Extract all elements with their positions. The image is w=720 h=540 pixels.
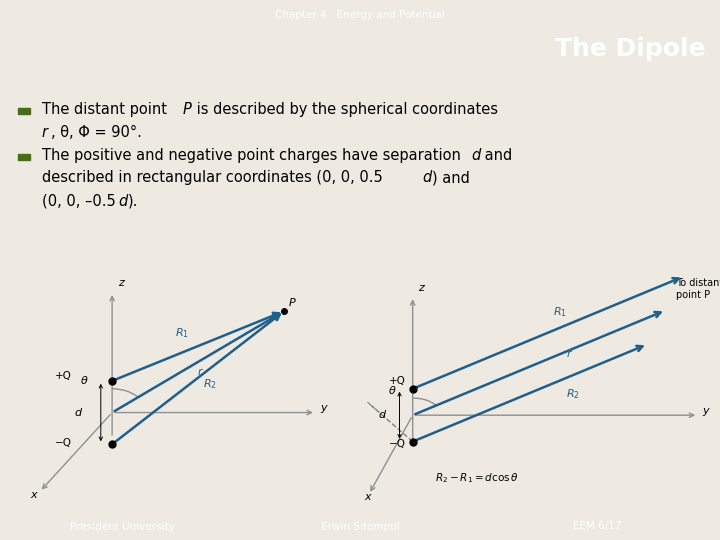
- Text: ).: ).: [128, 194, 138, 208]
- Text: The positive and negative point charges have separation: The positive and negative point charges …: [42, 148, 465, 163]
- Text: The distant point: The distant point: [42, 102, 171, 117]
- Text: is described by the spherical coordinates: is described by the spherical coordinate…: [192, 102, 498, 117]
- Text: and: and: [480, 148, 513, 163]
- Text: P: P: [183, 102, 192, 117]
- Text: y: y: [320, 403, 327, 413]
- Text: $R_1$: $R_1$: [176, 327, 189, 340]
- Text: Erwin Sitompul: Erwin Sitompul: [320, 522, 400, 531]
- Text: θ: θ: [389, 386, 395, 396]
- Text: EEM 6/17: EEM 6/17: [573, 522, 622, 531]
- Text: $R_2$: $R_2$: [567, 387, 580, 401]
- Text: y: y: [703, 406, 709, 416]
- Text: r: r: [567, 349, 571, 359]
- Text: d: d: [119, 194, 128, 208]
- Text: −Q: −Q: [389, 439, 406, 449]
- Text: d: d: [471, 148, 480, 163]
- Text: To distant
point P: To distant point P: [676, 278, 720, 300]
- Text: d: d: [75, 408, 82, 417]
- Text: (0, 0, –0.5: (0, 0, –0.5: [42, 194, 115, 208]
- Bar: [18, 109, 30, 114]
- Text: , θ, Φ = 90°.: , θ, Φ = 90°.: [51, 125, 142, 140]
- Text: x: x: [31, 490, 37, 500]
- Text: President University: President University: [70, 522, 175, 531]
- Text: x: x: [364, 492, 371, 502]
- Text: d: d: [379, 410, 385, 420]
- Text: $R_2$: $R_2$: [202, 377, 217, 391]
- Text: r: r: [198, 367, 203, 376]
- Text: +Q: +Q: [55, 372, 71, 381]
- Text: θ: θ: [81, 376, 87, 386]
- Text: d: d: [423, 171, 432, 185]
- Text: P: P: [289, 299, 295, 308]
- Text: ) and: ) and: [432, 171, 470, 185]
- Text: $R_2 - R_1 = d\cos\theta$: $R_2 - R_1 = d\cos\theta$: [435, 471, 518, 485]
- Text: described in rectangular coordinates (0, 0, 0.5: described in rectangular coordinates (0,…: [42, 171, 382, 185]
- Text: Chapter 4   Energy and Potential: Chapter 4 Energy and Potential: [275, 10, 445, 20]
- Bar: [18, 154, 30, 160]
- Text: +Q: +Q: [390, 375, 406, 386]
- Text: −Q: −Q: [55, 438, 71, 448]
- Text: z: z: [418, 283, 424, 293]
- Text: r: r: [42, 125, 48, 140]
- Text: The Dipole: The Dipole: [555, 37, 706, 60]
- Text: $R_1$: $R_1$: [553, 305, 567, 319]
- Text: z: z: [117, 278, 123, 288]
